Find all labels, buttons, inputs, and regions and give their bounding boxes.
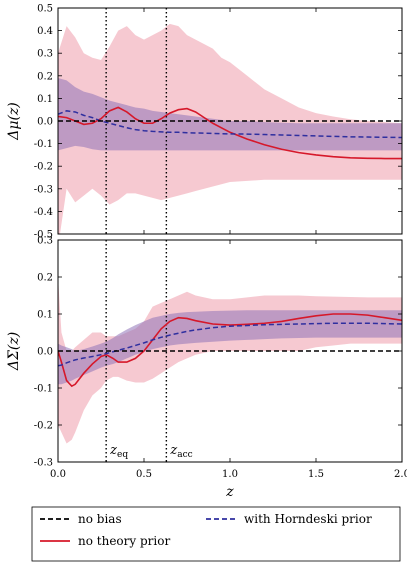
- bottom-panel: 0.30.20.10.0-0.1-0.2-0.30.0 0.5 1.0 1.5 2.0Δ…: [6, 236, 407, 501]
- top-series-no-theory-prior: [58, 106, 402, 160]
- bottom-ytick-label: -0.1: [34, 384, 53, 395]
- bottom-ytick-label: 0.0: [37, 347, 53, 358]
- top-ytick-label: -0.1: [34, 139, 53, 150]
- annotation-z_acc: zacc: [169, 443, 192, 460]
- bottom-xtick-label: 2.0: [394, 469, 407, 480]
- top-ylabel: Δμ(z): [6, 102, 22, 141]
- top-ytick-label: 0.3: [37, 49, 53, 60]
- legend-label-with-Horndeski-prior: with Horndeski prior: [244, 512, 372, 526]
- legend: no bias with Horndeski prior no theory pri…: [31, 506, 401, 562]
- top-ytick-label: -0.2: [34, 162, 53, 173]
- top-ytick-label: 0.0: [37, 117, 53, 128]
- bottom-xtick-label: 1.0: [222, 469, 238, 480]
- bottom-xtick-label: 0.0: [50, 469, 66, 480]
- bottom-plot-area: [58, 240, 402, 462]
- top-ytick-label: 0.1: [37, 94, 53, 105]
- legend-label-no-theory-prior: no theory prior: [78, 534, 170, 548]
- bottom-series-with-Horndeski-prior: [58, 322, 402, 367]
- top-ytick-label: -0.5: [34, 230, 53, 241]
- bottom-band-with-Horndeski-prior: [58, 310, 402, 385]
- top-band-with-Horndeski-prior: [58, 78, 402, 151]
- bottom-ylabel: ΔΣ(z): [6, 332, 22, 371]
- top-ytick-label: 0.5: [37, 4, 53, 15]
- legend-frame: [31, 506, 401, 562]
- bottom-ytick-label: -0.2: [34, 421, 53, 432]
- bottom-ytick-label: 0.1: [37, 310, 53, 321]
- bottom-ytick-label: 0.2: [37, 273, 53, 284]
- top-ytick-label: 0.4: [37, 26, 53, 37]
- bottom-ytick-label: -0.3: [34, 458, 53, 469]
- bottom-series-no-theory-prior: [58, 313, 402, 388]
- top-ytick-label: -0.4: [34, 207, 53, 218]
- bottom-xlabel: z: [225, 484, 234, 500]
- top-panel: 0.5 0.4 0.3 0.2 0.1 0.0 -0.1 -0.2 -0.3 -0.4 -0.5 Δμ…: [6, 4, 403, 241]
- bottom-xtick-label: 0.5: [136, 469, 152, 480]
- bottom-ytick-label: 0.3: [37, 236, 53, 247]
- annotation-z_eq: zeq: [109, 443, 128, 460]
- legend-label-no-bias: no bias: [78, 512, 122, 526]
- top-series-with-Horndeski-prior: [58, 110, 402, 139]
- bottom-xtick-label: 1.5: [308, 469, 324, 480]
- top-plot-area: [58, 8, 402, 234]
- top-ytick-label: -0.3: [34, 184, 53, 195]
- top-ytick-label: 0.2: [37, 71, 53, 82]
